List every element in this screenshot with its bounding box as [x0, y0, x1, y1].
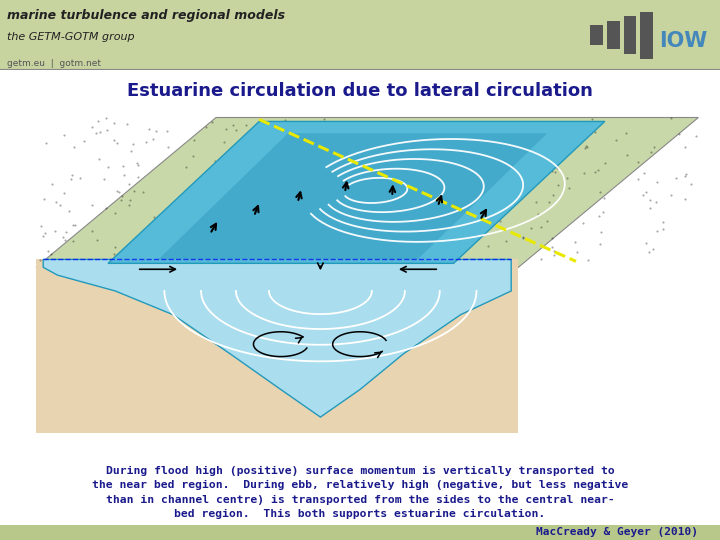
Bar: [607, 21, 620, 50]
Polygon shape: [158, 133, 547, 259]
Bar: [590, 25, 603, 45]
Text: During flood high (positive) surface momentum is vertically transported to
the n: During flood high (positive) surface mom…: [92, 466, 628, 519]
Bar: [624, 16, 636, 54]
Polygon shape: [36, 259, 518, 433]
Bar: [640, 11, 653, 59]
Text: IOW: IOW: [659, 31, 707, 51]
Text: Estuarine circulation due to lateral circulation: Estuarine circulation due to lateral cir…: [127, 82, 593, 100]
Polygon shape: [43, 259, 511, 417]
Text: getm.eu  |  gotm.net: getm.eu | gotm.net: [7, 59, 102, 68]
Text: MacCready & Geyer (2010): MacCready & Geyer (2010): [536, 528, 698, 537]
Polygon shape: [108, 122, 605, 264]
Text: the GETM-GOTM group: the GETM-GOTM group: [7, 31, 135, 42]
Polygon shape: [36, 118, 698, 267]
Bar: [0, 525, 720, 540]
Text: marine turbulence and regional models: marine turbulence and regional models: [7, 9, 285, 22]
